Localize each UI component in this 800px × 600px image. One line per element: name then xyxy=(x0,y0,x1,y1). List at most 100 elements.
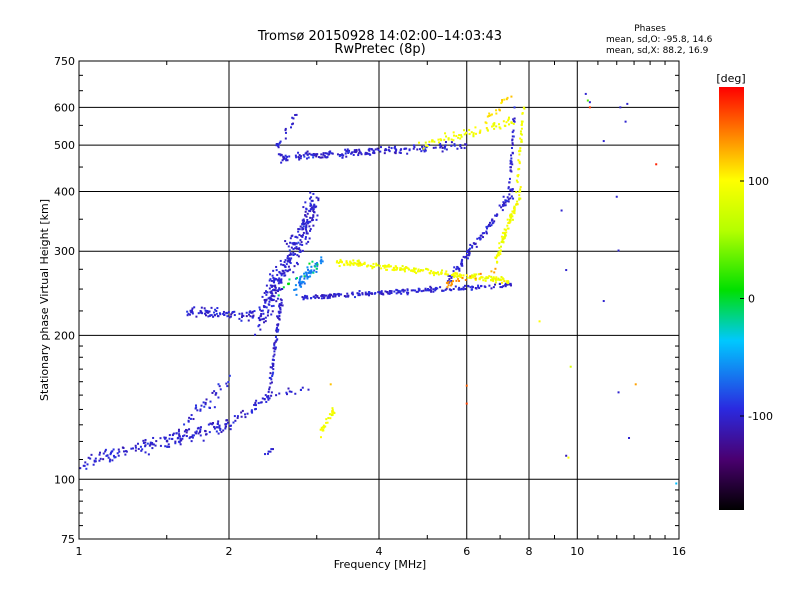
echo-point xyxy=(218,385,221,388)
echo-point xyxy=(216,422,219,425)
echo-point xyxy=(507,123,510,126)
echo-point xyxy=(502,278,505,281)
echo-point xyxy=(195,432,198,435)
echo-point xyxy=(140,449,143,452)
echo-point xyxy=(305,215,308,218)
echo-point xyxy=(285,157,288,160)
echo-point xyxy=(427,268,430,271)
echo-point xyxy=(313,211,316,214)
echo-point xyxy=(197,432,200,435)
echo-point xyxy=(301,386,304,389)
echo-point xyxy=(345,155,348,158)
echo-point xyxy=(320,262,323,265)
echo-point xyxy=(278,314,281,317)
echo-point xyxy=(281,159,284,162)
echo-point xyxy=(199,428,202,431)
echo-point xyxy=(417,141,420,144)
echo-point xyxy=(241,312,244,315)
echo-point xyxy=(212,422,215,425)
echo-point xyxy=(347,150,350,153)
echo-point xyxy=(492,279,495,282)
echo-point xyxy=(479,237,482,240)
echo-point xyxy=(410,269,413,272)
echo-point xyxy=(339,154,342,157)
echo-point xyxy=(298,250,301,253)
echo-point xyxy=(199,434,202,437)
echo-point xyxy=(92,463,95,466)
echo-point xyxy=(287,245,290,248)
echo-point xyxy=(207,423,210,426)
echo-point xyxy=(266,452,269,455)
echo-point xyxy=(347,151,350,154)
echo-point xyxy=(268,397,271,400)
echo-point xyxy=(308,237,311,240)
echo-point xyxy=(276,297,279,300)
echo-point xyxy=(462,255,465,258)
echo-point xyxy=(602,140,605,143)
echo-point xyxy=(290,253,293,256)
echo-point xyxy=(302,220,305,223)
echo-point xyxy=(259,328,262,331)
echo-point xyxy=(288,260,291,263)
echo-point xyxy=(263,305,266,308)
echo-point xyxy=(403,268,406,271)
echo-point xyxy=(357,154,360,157)
echo-point xyxy=(305,207,308,210)
echo-point xyxy=(518,160,521,163)
echo-point xyxy=(301,243,304,246)
echo-point xyxy=(107,456,110,459)
echo-point xyxy=(490,224,493,227)
echo-point xyxy=(380,290,383,293)
echo-point xyxy=(368,147,371,150)
echo-point xyxy=(500,279,503,282)
echo-point xyxy=(233,310,236,313)
echo-point xyxy=(241,409,244,412)
echo-point xyxy=(468,251,471,254)
x-tick-label: 8 xyxy=(526,545,533,558)
echo-point xyxy=(520,123,523,126)
echo-point xyxy=(275,326,278,329)
echo-point xyxy=(326,297,329,300)
echo-point xyxy=(163,436,166,439)
echo-point xyxy=(286,255,289,258)
echo-point xyxy=(303,277,306,280)
echo-point xyxy=(288,249,291,252)
echo-point xyxy=(302,298,305,301)
echo-point xyxy=(386,291,389,294)
echo-point xyxy=(498,109,501,112)
echo-point xyxy=(291,234,294,237)
echo-point xyxy=(325,294,328,297)
echo-point xyxy=(296,263,299,266)
echo-point xyxy=(474,242,477,245)
echo-point xyxy=(333,293,336,296)
echo-point xyxy=(226,315,229,318)
echo-point xyxy=(465,274,468,277)
echo-point xyxy=(300,282,303,285)
echo-point xyxy=(286,257,289,260)
echo-point xyxy=(295,261,298,264)
echo-point xyxy=(364,291,367,294)
echo-point xyxy=(376,147,379,150)
echo-point xyxy=(219,388,222,391)
echo-point xyxy=(226,312,229,315)
echo-point xyxy=(277,146,280,149)
echo-point xyxy=(287,259,290,262)
echo-point xyxy=(459,137,462,140)
echo-point xyxy=(213,390,216,393)
echo-point xyxy=(474,126,477,129)
x-tick-label: 10 xyxy=(570,545,584,558)
echo-point xyxy=(268,287,271,290)
echo-point xyxy=(268,388,271,391)
echo-point xyxy=(446,282,449,285)
echo-point xyxy=(288,155,291,158)
echo-point xyxy=(495,254,498,257)
echo-point xyxy=(309,197,312,200)
echo-point xyxy=(446,273,449,276)
echo-point xyxy=(314,153,317,156)
echo-point xyxy=(357,294,360,297)
echo-point xyxy=(190,440,193,443)
echo-point xyxy=(475,287,478,290)
echo-point xyxy=(441,289,444,292)
echo-point xyxy=(480,276,483,279)
